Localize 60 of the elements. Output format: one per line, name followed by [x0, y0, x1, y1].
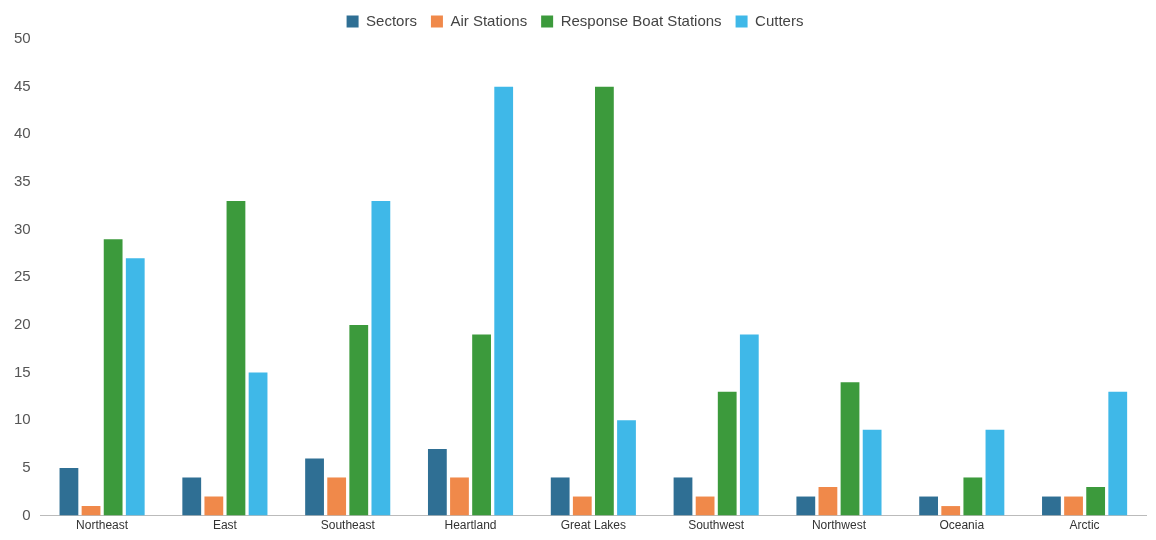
legend-label: Sectors [366, 11, 417, 29]
bar [1064, 496, 1083, 516]
y-tick-label: 0 [22, 505, 31, 523]
legend-label: Response Boat Stations [560, 11, 722, 29]
bar [81, 506, 101, 516]
bar [985, 429, 1005, 516]
bar [572, 496, 592, 516]
bar [919, 496, 939, 516]
x-tick-label: Heartland [444, 518, 497, 533]
bar [427, 448, 447, 516]
x-tick-label: Northeast [76, 518, 129, 533]
bar [472, 334, 491, 516]
bar [371, 201, 391, 516]
y-tick-label: 30 [14, 219, 31, 237]
legend-label: Air Stations [450, 11, 528, 29]
bar [204, 496, 224, 516]
bar [226, 201, 246, 516]
x-tick-label: East [212, 518, 238, 533]
y-tick-label: 50 [14, 29, 31, 47]
bar [327, 477, 347, 516]
bar [717, 391, 737, 516]
bar [595, 86, 614, 516]
bar [695, 496, 715, 516]
x-tick-label: Southwest [688, 518, 745, 533]
bar [59, 467, 79, 516]
y-tick-label: 15 [14, 362, 31, 380]
bar [450, 477, 469, 516]
bar [103, 239, 123, 516]
bar [617, 420, 636, 516]
y-tick-label: 25 [14, 267, 31, 285]
bar [818, 487, 838, 516]
y-tick-label: 10 [14, 410, 31, 428]
x-tick-label: Arctic [1069, 518, 1100, 533]
bar [941, 506, 961, 516]
bar [349, 324, 369, 516]
bar [796, 496, 816, 516]
y-tick-label: 5 [22, 458, 31, 476]
bar [1086, 487, 1106, 516]
y-tick-label: 35 [14, 172, 31, 190]
bar [1108, 391, 1128, 516]
bar [739, 334, 759, 516]
y-tick-label: 45 [14, 76, 31, 94]
x-tick-label: Southeast [320, 518, 376, 533]
bar [862, 429, 882, 516]
y-tick-label: 40 [14, 124, 31, 142]
bar [1042, 496, 1061, 516]
bar [494, 86, 514, 516]
x-tick-label: Great Lakes [560, 518, 627, 533]
y-tick-label: 20 [14, 315, 31, 333]
bar [182, 477, 202, 516]
bar [963, 477, 983, 516]
legend-label: Cutters [755, 11, 804, 29]
bar [248, 372, 268, 516]
bar [550, 477, 570, 516]
x-tick-label: Northwest [811, 518, 867, 533]
bar [840, 382, 860, 516]
x-tick-label: Oceania [939, 518, 985, 533]
bar [305, 458, 324, 516]
bar [125, 258, 145, 516]
bar [673, 477, 693, 516]
